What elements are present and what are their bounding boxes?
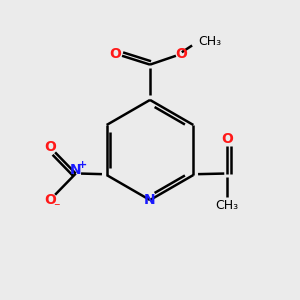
Text: N: N [70, 163, 82, 177]
Text: O: O [175, 47, 187, 61]
Text: CH₃: CH₃ [216, 200, 239, 212]
Text: +: + [78, 160, 87, 170]
Text: O: O [44, 193, 56, 207]
Text: O: O [44, 140, 56, 154]
Text: N: N [144, 193, 156, 207]
Text: O: O [110, 47, 122, 61]
Text: O: O [221, 132, 233, 146]
Text: ⁻: ⁻ [53, 201, 60, 214]
Text: CH₃: CH₃ [198, 35, 221, 48]
